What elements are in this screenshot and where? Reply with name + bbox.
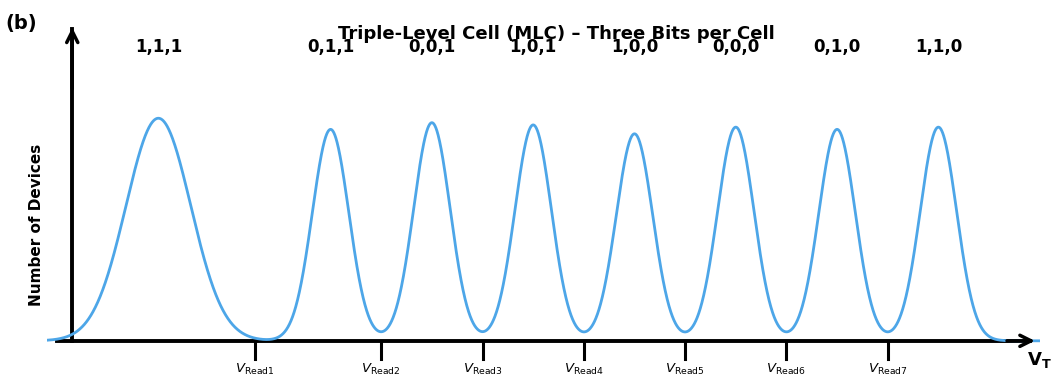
Text: $V_{\mathrm{Read2}}$: $V_{\mathrm{Read2}}$ (361, 362, 401, 377)
Text: $V_{\mathrm{Read7}}$: $V_{\mathrm{Read7}}$ (867, 362, 908, 377)
Text: 0,0,1: 0,0,1 (409, 38, 455, 56)
Text: $V_{\mathrm{Read1}}$: $V_{\mathrm{Read1}}$ (235, 362, 274, 377)
Text: Number of Devices: Number of Devices (30, 144, 44, 306)
Text: 0,1,1: 0,1,1 (307, 38, 354, 56)
Text: 1,0,0: 1,0,0 (611, 38, 658, 56)
Text: $V_{\mathrm{Read3}}$: $V_{\mathrm{Read3}}$ (463, 362, 502, 377)
Text: 1,1,0: 1,1,0 (915, 38, 962, 56)
Text: 1,0,1: 1,0,1 (509, 38, 557, 56)
Text: $\mathbf{V_T}$: $\mathbf{V_T}$ (1027, 350, 1052, 370)
Text: $V_{\mathrm{Read4}}$: $V_{\mathrm{Read4}}$ (563, 362, 604, 377)
Text: (b): (b) (5, 13, 37, 33)
Text: $V_{\mathrm{Read6}}$: $V_{\mathrm{Read6}}$ (767, 362, 807, 377)
Text: $V_{\mathrm{Read5}}$: $V_{\mathrm{Read5}}$ (665, 362, 705, 377)
Text: 1,1,1: 1,1,1 (134, 38, 182, 56)
Text: 0,0,0: 0,0,0 (712, 38, 759, 56)
Text: Triple-Level Cell (MLC) – Three Bits per Cell: Triple-Level Cell (MLC) – Three Bits per… (338, 25, 774, 43)
Text: 0,1,0: 0,1,0 (813, 38, 861, 56)
